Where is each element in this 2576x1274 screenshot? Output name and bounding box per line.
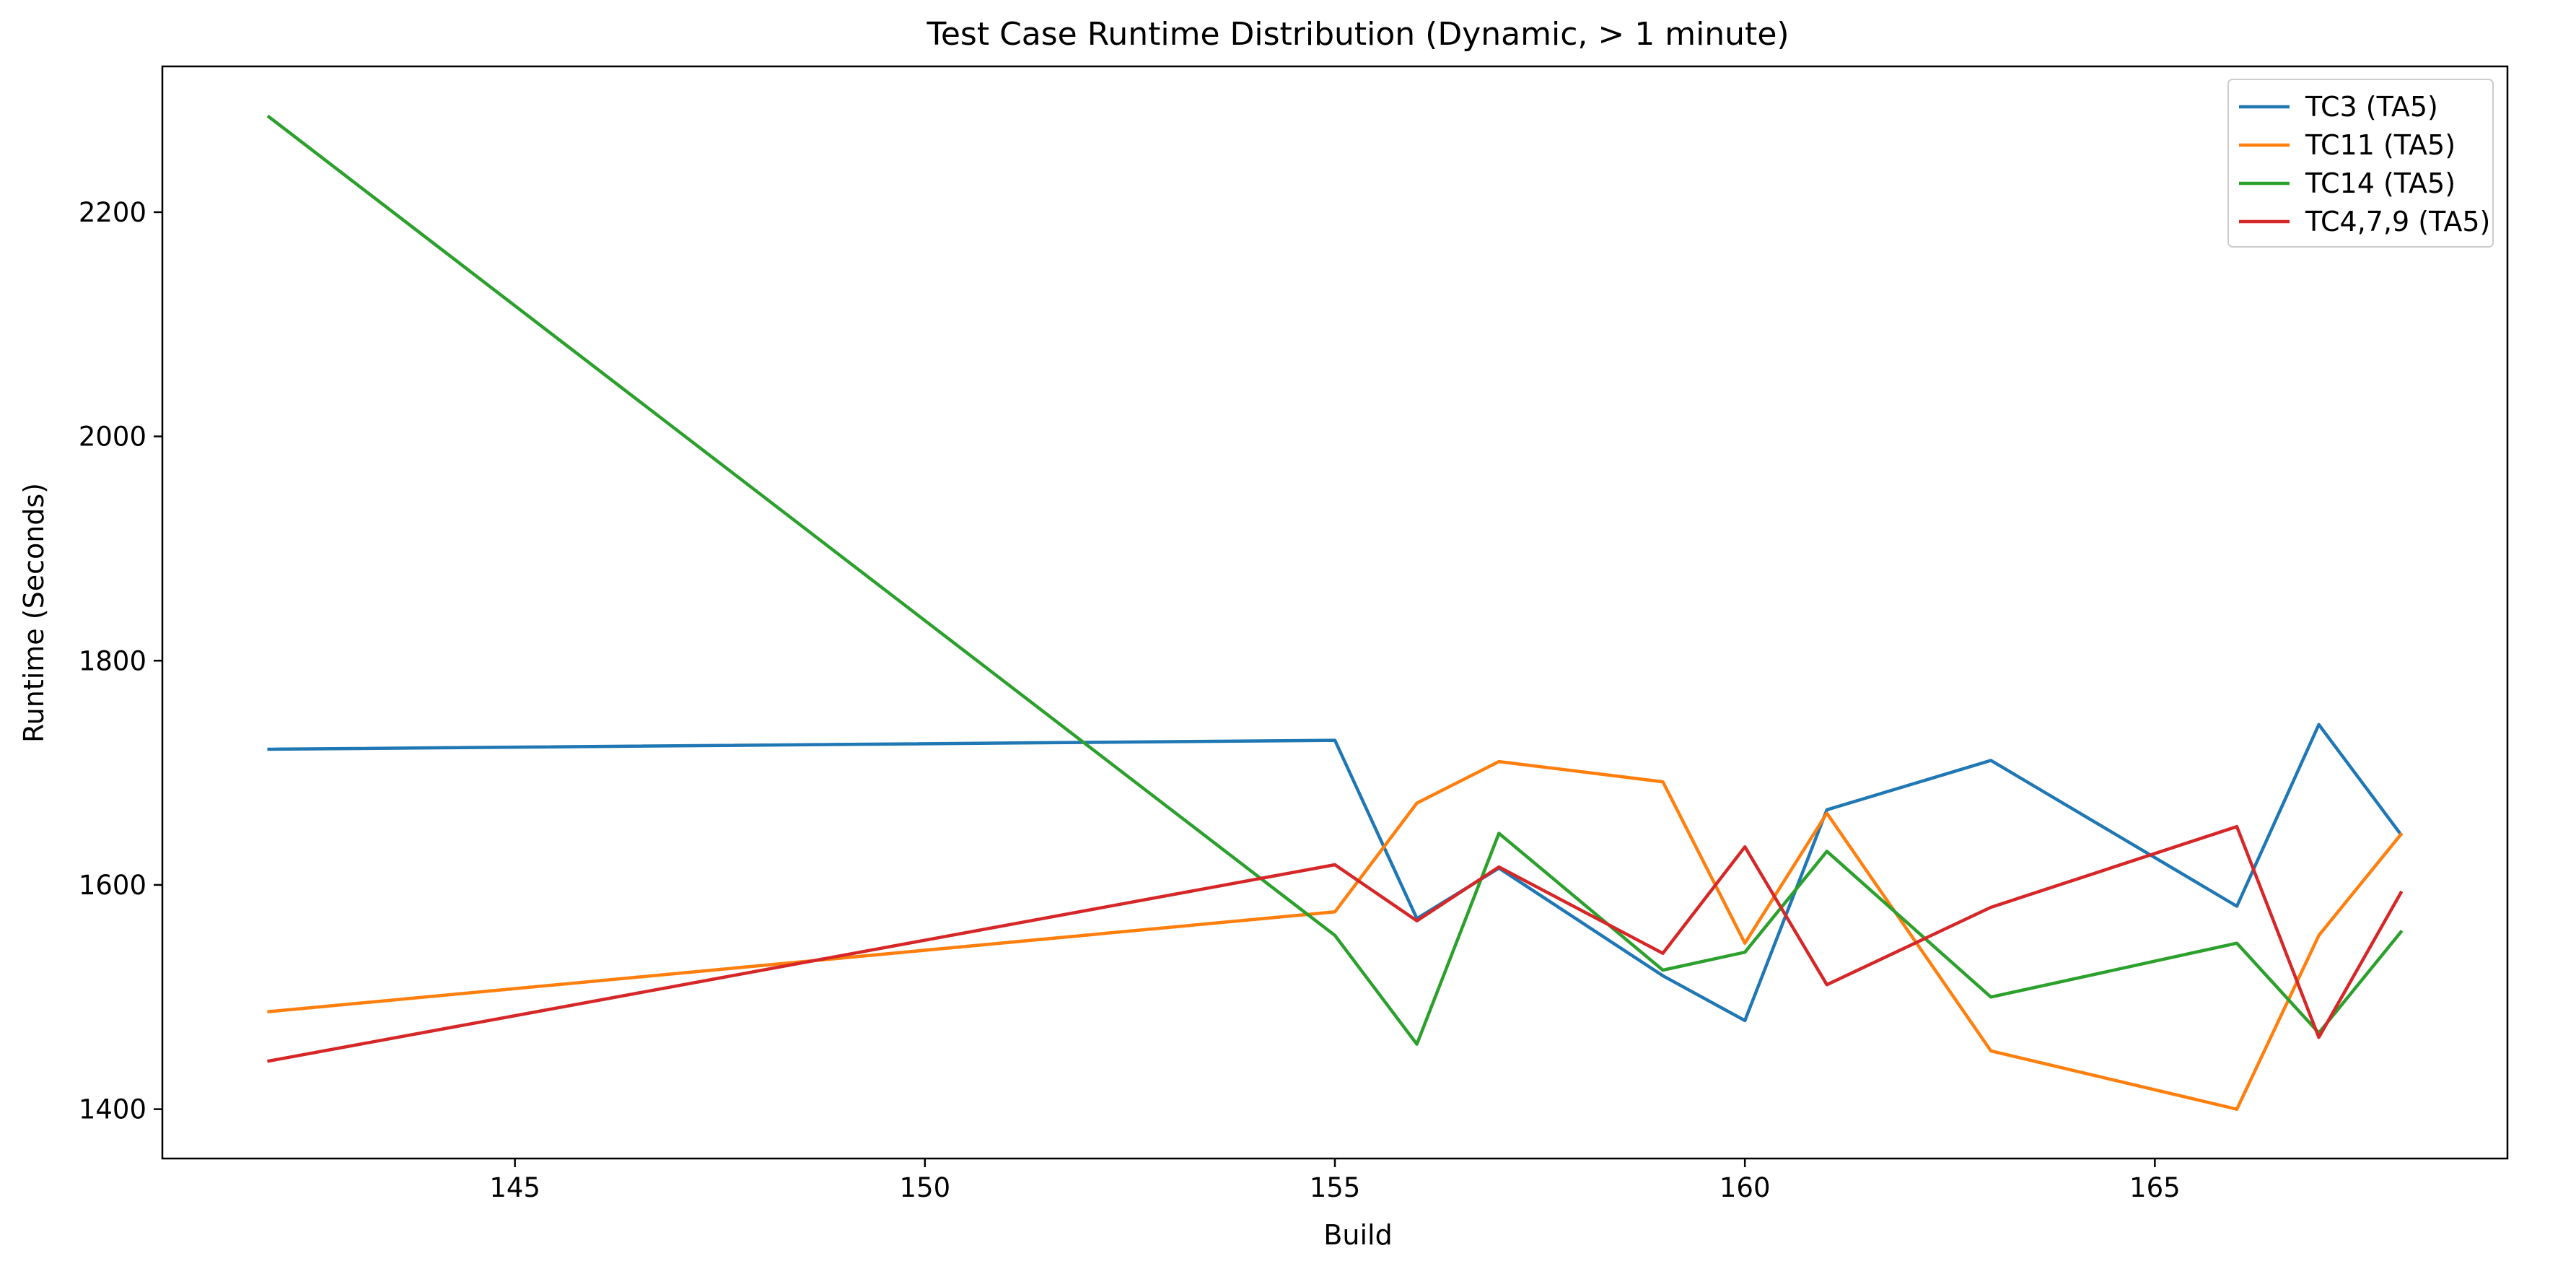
chart-title: Test Case Runtime Distribution (Dynamic,… bbox=[926, 16, 1789, 53]
x-tick-label: 155 bbox=[1310, 1172, 1361, 1203]
y-tick-label: 1600 bbox=[79, 870, 146, 901]
x-tick-label: 160 bbox=[1719, 1172, 1771, 1203]
x-axis: 145 150 155 160 165 bbox=[489, 1159, 2181, 1203]
legend-label-3: TC14 (TA5) bbox=[2305, 167, 2455, 199]
plot-area bbox=[266, 114, 2404, 1111]
y-axis-title: Runtime (Seconds) bbox=[18, 483, 50, 743]
x-tick-label: 165 bbox=[2129, 1172, 2181, 1203]
legend: TC3 (TA5) TC11 (TA5) TC14 (TA5) TC4,7,9 (TA… bbox=[2227, 79, 2494, 248]
x-axis-title: Build bbox=[1323, 1219, 1392, 1251]
y-tick-label: 2000 bbox=[79, 422, 146, 453]
legend-label-1: TC3 (TA5) bbox=[2305, 91, 2438, 123]
y-tick-label: 2200 bbox=[79, 197, 146, 228]
series-line-1 bbox=[267, 723, 2404, 1023]
x-tick-label: 150 bbox=[900, 1172, 951, 1203]
y-tick-label: 1400 bbox=[79, 1094, 146, 1125]
legend-label-4: TC4,7,9 (TA5) bbox=[2305, 206, 2490, 237]
legend-label-2: TC11 (TA5) bbox=[2305, 129, 2455, 161]
y-axis: 1400 1600 1800 2000 2200 bbox=[79, 197, 162, 1125]
y-tick-label: 1800 bbox=[79, 645, 146, 676]
legend-box bbox=[2227, 79, 2494, 248]
series-line-3 bbox=[266, 114, 2404, 1046]
series-line-4 bbox=[267, 824, 2404, 1063]
series-line-2 bbox=[267, 759, 2404, 1111]
x-tick-label: 145 bbox=[489, 1172, 540, 1203]
